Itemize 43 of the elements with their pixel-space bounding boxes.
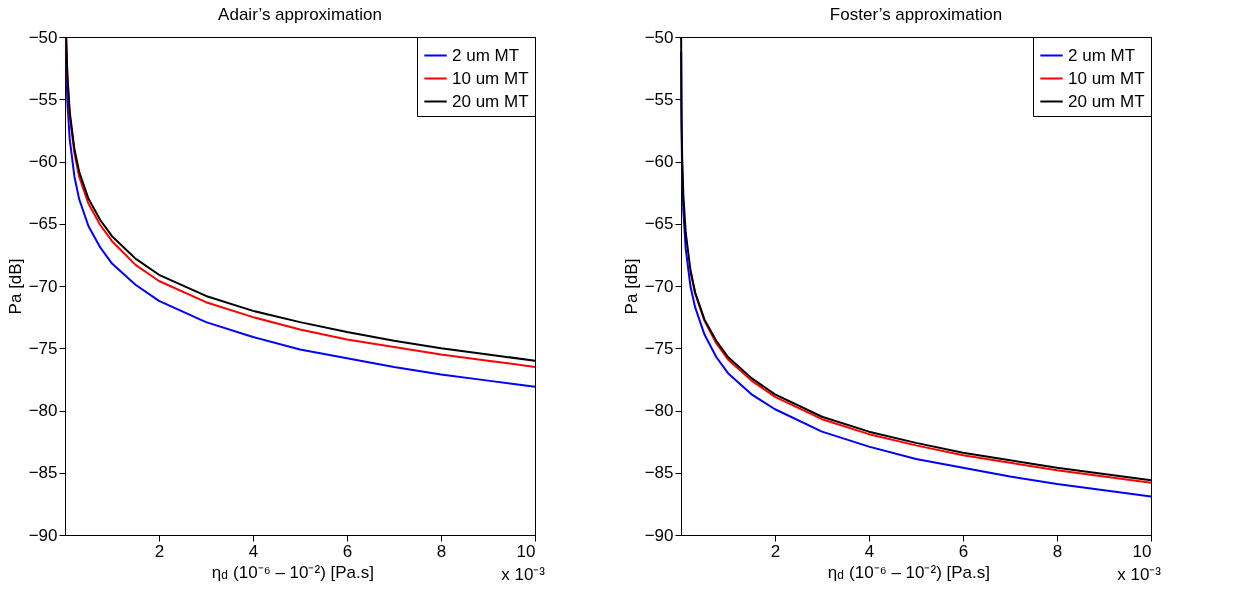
x-tick-label: 8 — [436, 541, 447, 561]
y-tick-label: −55 — [644, 89, 674, 109]
x-tick-label: 8 — [1052, 541, 1063, 561]
y-axis-title: Pa [dB] — [621, 258, 641, 315]
y-tick-label: −75 — [644, 338, 674, 358]
x-axis-title: ηd (10⁻⁶ – 10⁻²) [Pa.s] — [827, 563, 991, 582]
chart-title: Adair’s approximation — [218, 5, 382, 24]
text: x 10⁻³ — [1117, 565, 1162, 584]
legend-label: 2 um MT — [452, 45, 520, 65]
y-tick-label: −75 — [28, 338, 58, 358]
x-tick-label: 4 — [248, 541, 259, 561]
y-tick-label: −80 — [644, 401, 674, 420]
y-axis-title: Pa [dB] — [5, 258, 25, 315]
x-tick-label: 10 — [1132, 541, 1152, 561]
x-tick-label: 10 — [516, 541, 536, 561]
text: x 10⁻³ — [501, 565, 546, 584]
y-tick-label: −55 — [28, 89, 58, 109]
y-tick-label: −65 — [28, 214, 58, 234]
x-axis-title: ηd (10⁻⁶ – 10⁻²) [Pa.s] — [211, 563, 375, 582]
line-series — [689, 270, 1152, 484]
x-tick-label: 6 — [958, 541, 969, 561]
y-tick-label: −90 — [28, 525, 58, 545]
y-tick-label: −90 — [644, 525, 674, 545]
y-tick-label: −85 — [644, 463, 674, 483]
x-tick-label: 6 — [342, 541, 353, 561]
chart-title: Foster’s approximation — [829, 5, 1003, 24]
x-tick-label: 2 — [770, 541, 781, 561]
y-tick-label: −70 — [28, 276, 58, 296]
y-tick-label: −60 — [644, 152, 674, 171]
y-tick-label: −50 — [644, 27, 674, 47]
legend-label: 20 um MT — [1068, 91, 1145, 111]
legend-label: 10 um MT — [1068, 68, 1145, 88]
y-tick-label: −85 — [28, 463, 58, 483]
x-tick-label: 2 — [154, 541, 165, 561]
y-tick-label: −50 — [28, 27, 58, 47]
y-tick-label: −70 — [644, 276, 674, 296]
x-tick-label: 4 — [864, 541, 875, 561]
legend-label: 10 um MT — [452, 68, 529, 88]
legend-label: 2 um MT — [1068, 45, 1136, 65]
legend-label: 20 um MT — [452, 91, 529, 111]
y-tick-label: −60 — [28, 152, 58, 171]
y-tick-label: −65 — [644, 214, 674, 234]
y-tick-label: −80 — [28, 401, 58, 420]
